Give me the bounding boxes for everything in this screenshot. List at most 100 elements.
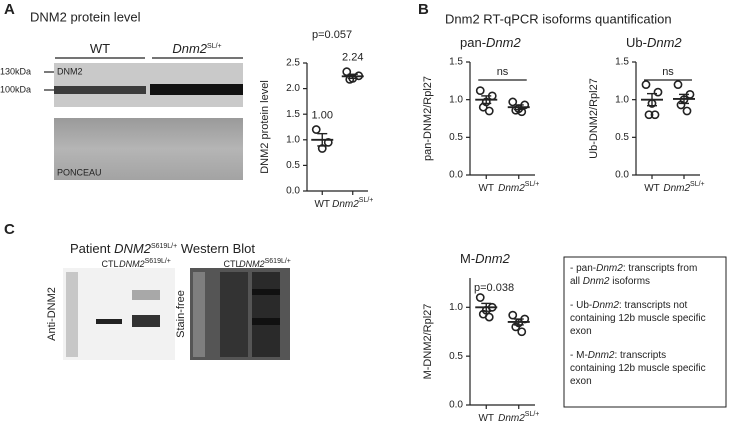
chart-title: M-Dnm2: [460, 251, 511, 266]
x-tick-label: Dnm2SL/+: [498, 181, 539, 193]
y-tick-label: 1.0: [449, 302, 463, 313]
text-part: : transcripts from: [623, 263, 697, 274]
marker-label: 130kDa: [0, 66, 31, 76]
panel-title: Dnm2 RT-qPCR isoforms quantification: [445, 11, 672, 26]
text-part: isoforms: [609, 276, 650, 287]
y-tick-label: 0.5: [286, 160, 300, 171]
y-tick-label: 2.0: [286, 83, 300, 94]
text-part: SL/+: [525, 181, 540, 188]
y-tick-label: 1.0: [615, 94, 629, 105]
data-point: [641, 80, 651, 89]
group-label: Dnm2SL/+: [172, 41, 221, 56]
data-point: [342, 67, 352, 77]
band-label: DNM2: [57, 66, 83, 76]
legend-text: containing 12b muscle specific: [570, 363, 706, 374]
blot-title: DNM2 protein level: [30, 9, 141, 24]
annotation: p=0.038: [474, 282, 514, 294]
text-part: Dnm2: [486, 35, 521, 50]
text-part: DNM2: [119, 259, 145, 269]
y-tick-label: 0.5: [449, 132, 463, 143]
legend-text: - Ub-Dnm2: transcripts not: [570, 300, 688, 311]
text-part: Patient: [70, 241, 114, 256]
y-tick-label: 2.5: [286, 58, 300, 69]
lane: [252, 272, 280, 357]
text-part: S619L/+: [151, 243, 177, 250]
text-part: WT: [314, 199, 330, 210]
legend-text: exon: [570, 326, 592, 337]
y-tick-label: 1.0: [449, 94, 463, 105]
x-tick-label: WT: [478, 183, 494, 194]
stain-label: PONCEAU: [57, 167, 102, 177]
x-tick-label: Dnm2SL/+: [498, 411, 539, 423]
text-part: Dnm2: [583, 276, 610, 287]
lane-label: DNM2S619L/+: [239, 258, 291, 269]
y-axis-label: M-DNM2/Rpl27: [422, 304, 434, 380]
x-tick-label: Dnm2SL/+: [663, 181, 704, 193]
text-part: pan-: [460, 35, 486, 50]
text-part: Dnm2: [498, 413, 525, 424]
blot-label: Stain-free: [175, 290, 187, 338]
panel-label: C: [4, 221, 15, 238]
ladder: [66, 272, 78, 357]
legend-text: exon: [570, 376, 592, 387]
text-part: exon: [570, 376, 592, 387]
text-part: SL/+: [690, 181, 705, 188]
western-blot: [63, 268, 175, 360]
text-part: WT: [644, 183, 660, 194]
y-tick-label: 0.5: [615, 132, 629, 143]
data-point: [475, 86, 485, 96]
text-part: exon: [570, 326, 592, 337]
text-part: CTL: [101, 259, 118, 269]
panel-label: A: [4, 1, 15, 18]
text-part: Dnm2: [663, 183, 690, 194]
ladder: [193, 272, 205, 357]
legend-box: [563, 256, 727, 408]
data-point: [650, 110, 660, 120]
lane-label: DNM2S619L/+: [119, 258, 171, 269]
data-point: [682, 106, 692, 116]
y-tick-label: 1.5: [286, 109, 300, 120]
text-part: Dnm2: [475, 251, 510, 266]
text-part: Dnm2: [596, 263, 623, 274]
text-part: - Ub-: [570, 300, 592, 311]
y-tick-label: 0.0: [615, 170, 629, 181]
blot-title: Patient DNM2S619L/+ Western Blot: [70, 241, 255, 256]
group-label: WT: [90, 41, 110, 56]
data-point: [484, 106, 494, 116]
data-point: [653, 87, 663, 97]
text-part: Dnm2: [172, 41, 207, 56]
text-part: Ub-: [626, 35, 647, 50]
annotation: p=0.057: [312, 29, 352, 41]
text-part: CTL: [223, 259, 240, 269]
data-point: [517, 327, 527, 337]
text-part: SL/+: [525, 411, 540, 418]
y-tick-label: 0.0: [449, 400, 463, 411]
text-part: Dnm2: [498, 183, 525, 194]
text-part: SL/+: [207, 43, 222, 50]
y-tick-label: 1.5: [449, 57, 463, 68]
text-part: Dnm2: [592, 300, 619, 311]
data-point: [475, 293, 485, 302]
blot-band: [252, 318, 280, 325]
x-tick-label: Dnm2SL/+: [332, 197, 373, 209]
text-part: WT: [478, 183, 494, 194]
panel-label: B: [418, 1, 429, 18]
text-part: : transcripts not: [619, 300, 688, 311]
text-part: DNM2: [114, 241, 152, 256]
text-part: - pan-: [570, 263, 596, 274]
text-part: Dnm2: [332, 199, 359, 210]
data-point: [676, 100, 686, 110]
x-tick-label: WT: [314, 199, 330, 210]
annotation: ns: [662, 66, 674, 78]
blot-band: [54, 86, 146, 94]
y-tick-label: 1.5: [615, 57, 629, 68]
lane-label: CTL: [101, 259, 118, 269]
text-part: : transcripts: [614, 350, 666, 361]
y-tick-label: 0.0: [286, 186, 300, 197]
chart-title: pan-Dnm2: [460, 35, 521, 50]
data-point: [673, 80, 683, 89]
blot-band: [252, 289, 280, 295]
y-axis-label: Ub-DNM2/Rpl27: [588, 78, 600, 159]
text-part: Dnm2: [588, 350, 615, 361]
